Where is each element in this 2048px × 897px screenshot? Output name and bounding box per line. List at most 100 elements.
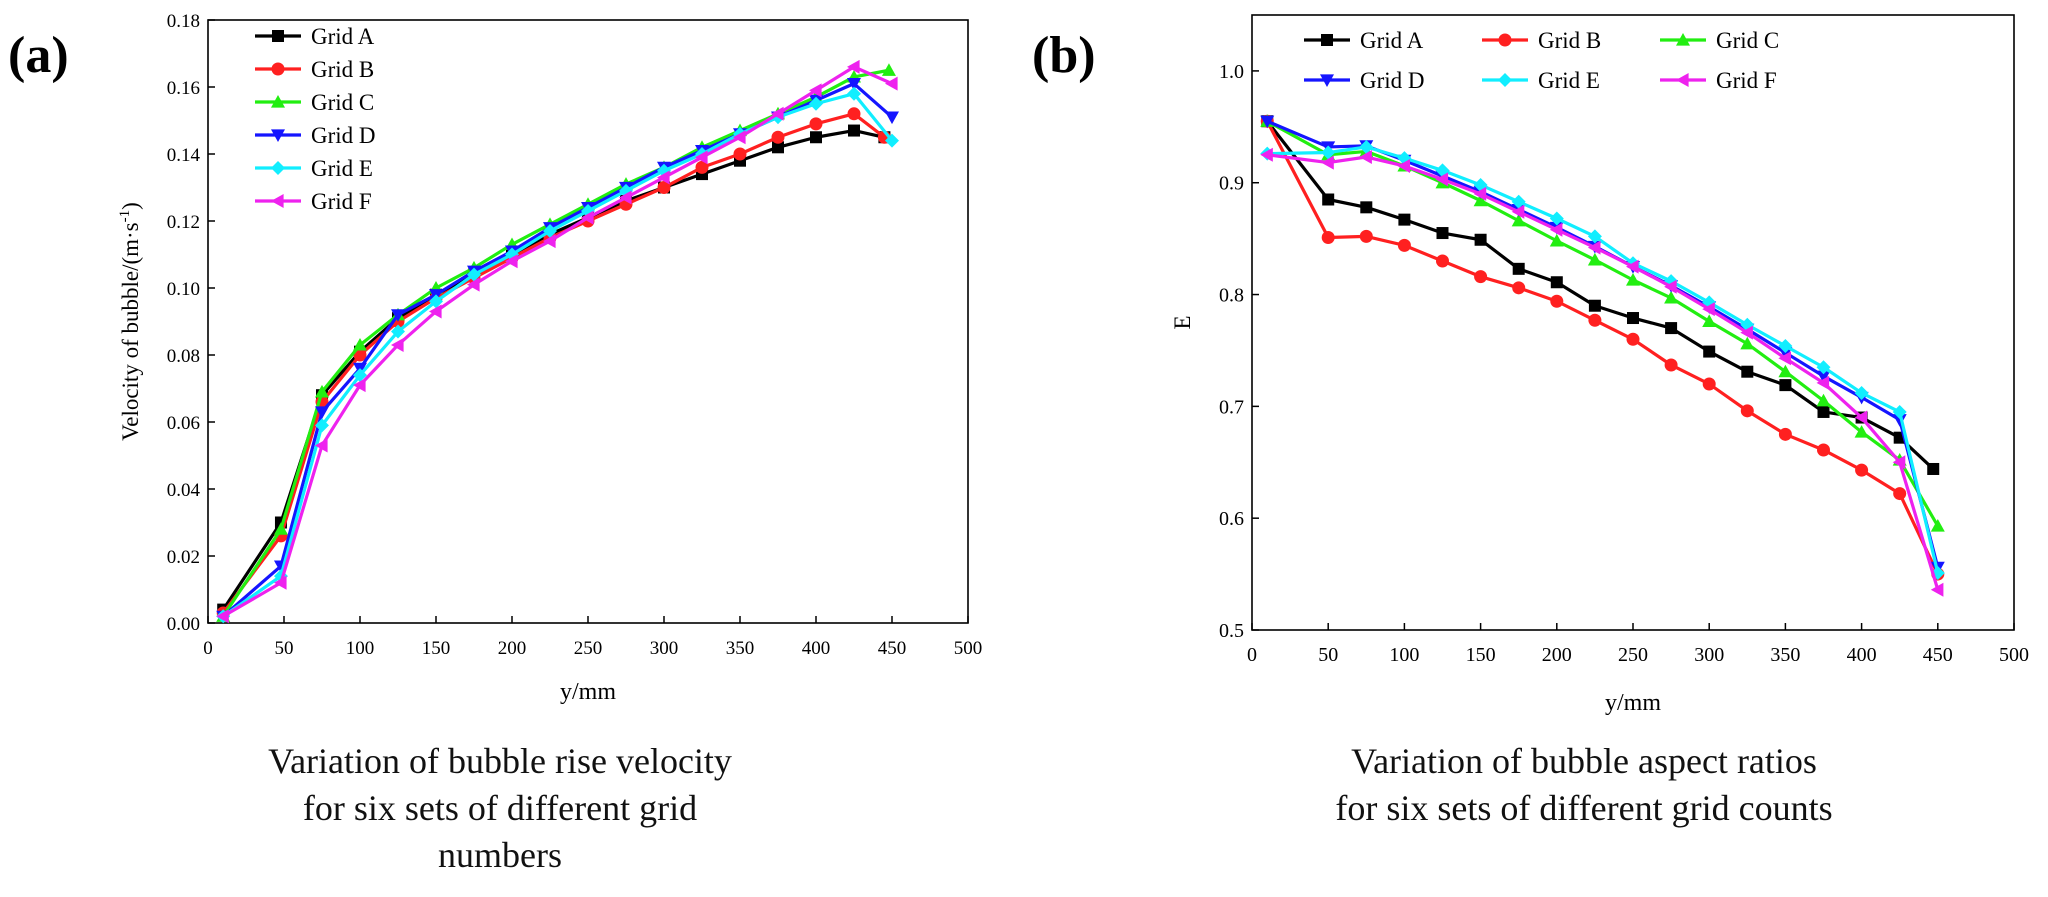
legend-label: Grid E bbox=[311, 156, 373, 181]
series-line bbox=[222, 92, 894, 618]
data-point bbox=[1587, 229, 1602, 244]
legend-label: Grid A bbox=[1360, 28, 1424, 53]
x-tick-label: 0 bbox=[203, 638, 213, 659]
data-point bbox=[847, 107, 861, 121]
data-point bbox=[881, 63, 896, 76]
legend-item: Grid D bbox=[1304, 68, 1425, 93]
data-point bbox=[733, 147, 747, 161]
data-point bbox=[1587, 240, 1601, 255]
series-grid-d bbox=[1260, 115, 1945, 575]
data-point bbox=[216, 609, 229, 624]
y-tick-label: 0.5 bbox=[1219, 620, 1244, 642]
y-tick-label: 0.00 bbox=[167, 614, 200, 635]
data-point bbox=[1587, 252, 1602, 266]
series-grid-e bbox=[1260, 139, 1945, 580]
data-point bbox=[1321, 145, 1336, 160]
data-point bbox=[1588, 313, 1602, 327]
x-tick-label: 350 bbox=[1770, 644, 1800, 666]
data-point bbox=[1626, 259, 1639, 274]
x-tick-label: 100 bbox=[346, 638, 375, 659]
data-point bbox=[1550, 294, 1564, 308]
data-point bbox=[429, 294, 443, 309]
legend-item: Grid D bbox=[255, 123, 376, 148]
data-point bbox=[1816, 370, 1831, 384]
y-tick-label: 0.18 bbox=[167, 11, 200, 32]
data-point bbox=[657, 170, 670, 185]
data-point bbox=[1321, 231, 1335, 245]
data-point bbox=[771, 130, 785, 144]
data-point bbox=[809, 83, 822, 98]
data-point bbox=[1626, 273, 1640, 286]
data-point bbox=[771, 106, 784, 121]
data-point bbox=[1511, 204, 1525, 219]
y-tick-label: 1.0 bbox=[1219, 61, 1244, 83]
data-point bbox=[1930, 519, 1945, 532]
data-point bbox=[1511, 213, 1526, 227]
series-line bbox=[1265, 120, 1935, 471]
data-point bbox=[1740, 336, 1755, 350]
x-tick-label: 350 bbox=[726, 638, 755, 659]
data-point bbox=[1260, 147, 1273, 162]
x-tick-label: 450 bbox=[1923, 644, 1953, 666]
data-point bbox=[1892, 404, 1907, 419]
data-point bbox=[1702, 377, 1716, 391]
data-point bbox=[1359, 150, 1372, 165]
data-point bbox=[581, 210, 594, 225]
legend: Grid A Grid B Grid C Grid D Grid E Grid F bbox=[255, 24, 376, 214]
data-point bbox=[1322, 193, 1335, 206]
data-point bbox=[657, 181, 671, 194]
legend: Grid A Grid B Grid C Grid D Grid E Grid F bbox=[1304, 28, 1779, 93]
data-point bbox=[1359, 139, 1374, 154]
data-point bbox=[1854, 410, 1868, 425]
data-point bbox=[353, 378, 366, 393]
legend-item: Grid A bbox=[255, 24, 375, 49]
y-tick-label: 0.7 bbox=[1219, 396, 1244, 418]
data-point bbox=[1398, 213, 1411, 226]
legend-marker bbox=[272, 30, 284, 42]
legend-label: Grid B bbox=[311, 57, 374, 82]
data-point bbox=[1778, 427, 1792, 441]
y-tick-label: 0.10 bbox=[167, 279, 200, 300]
data-point bbox=[1435, 172, 1449, 187]
data-point bbox=[695, 150, 708, 165]
data-point bbox=[1817, 443, 1830, 457]
x-tick-label: 200 bbox=[1542, 644, 1572, 666]
data-point bbox=[1549, 222, 1563, 237]
panel-label-b: (b) bbox=[1032, 27, 1096, 84]
legend-marker bbox=[1676, 33, 1690, 46]
data-point bbox=[273, 575, 287, 590]
data-point bbox=[1740, 404, 1754, 418]
data-point bbox=[1740, 325, 1753, 340]
data-point bbox=[1854, 425, 1869, 438]
legend-item: Grid E bbox=[255, 156, 373, 181]
legend-item: Grid F bbox=[1660, 68, 1777, 93]
data-point bbox=[391, 337, 404, 352]
x-tick-label: 200 bbox=[498, 638, 527, 659]
data-point bbox=[1512, 281, 1526, 295]
data-point bbox=[391, 324, 405, 339]
data-point bbox=[1359, 229, 1373, 243]
y-axis-label: Velocity of bubble/(m·s-1) bbox=[117, 202, 143, 441]
data-point bbox=[1930, 582, 1944, 597]
series-line bbox=[1266, 119, 1940, 568]
series-line bbox=[221, 128, 885, 611]
data-point bbox=[1816, 360, 1831, 375]
y-tick-label: 0.12 bbox=[167, 212, 200, 233]
data-point bbox=[885, 76, 898, 91]
y-tick-label: 0.02 bbox=[167, 547, 200, 568]
legend-item: Grid E bbox=[1482, 68, 1600, 93]
data-point bbox=[1627, 312, 1639, 325]
data-point bbox=[1474, 270, 1488, 284]
data-point bbox=[1893, 487, 1907, 501]
data-point bbox=[429, 304, 442, 319]
data-point bbox=[1702, 314, 1717, 327]
x-tick-label: 150 bbox=[1466, 644, 1496, 666]
data-point bbox=[847, 59, 860, 74]
caption-a-line-2: for six sets of different grid bbox=[302, 788, 698, 828]
x-tick-label: 450 bbox=[878, 638, 907, 659]
velocity-chart: 0 50 100 150 200 250 300 350 400 450 500 0.00 0.02 0.… bbox=[117, 11, 982, 705]
data-point bbox=[1664, 279, 1677, 294]
data-point bbox=[1816, 375, 1830, 390]
data-point bbox=[543, 234, 556, 249]
legend-item: Grid B bbox=[1482, 28, 1601, 53]
